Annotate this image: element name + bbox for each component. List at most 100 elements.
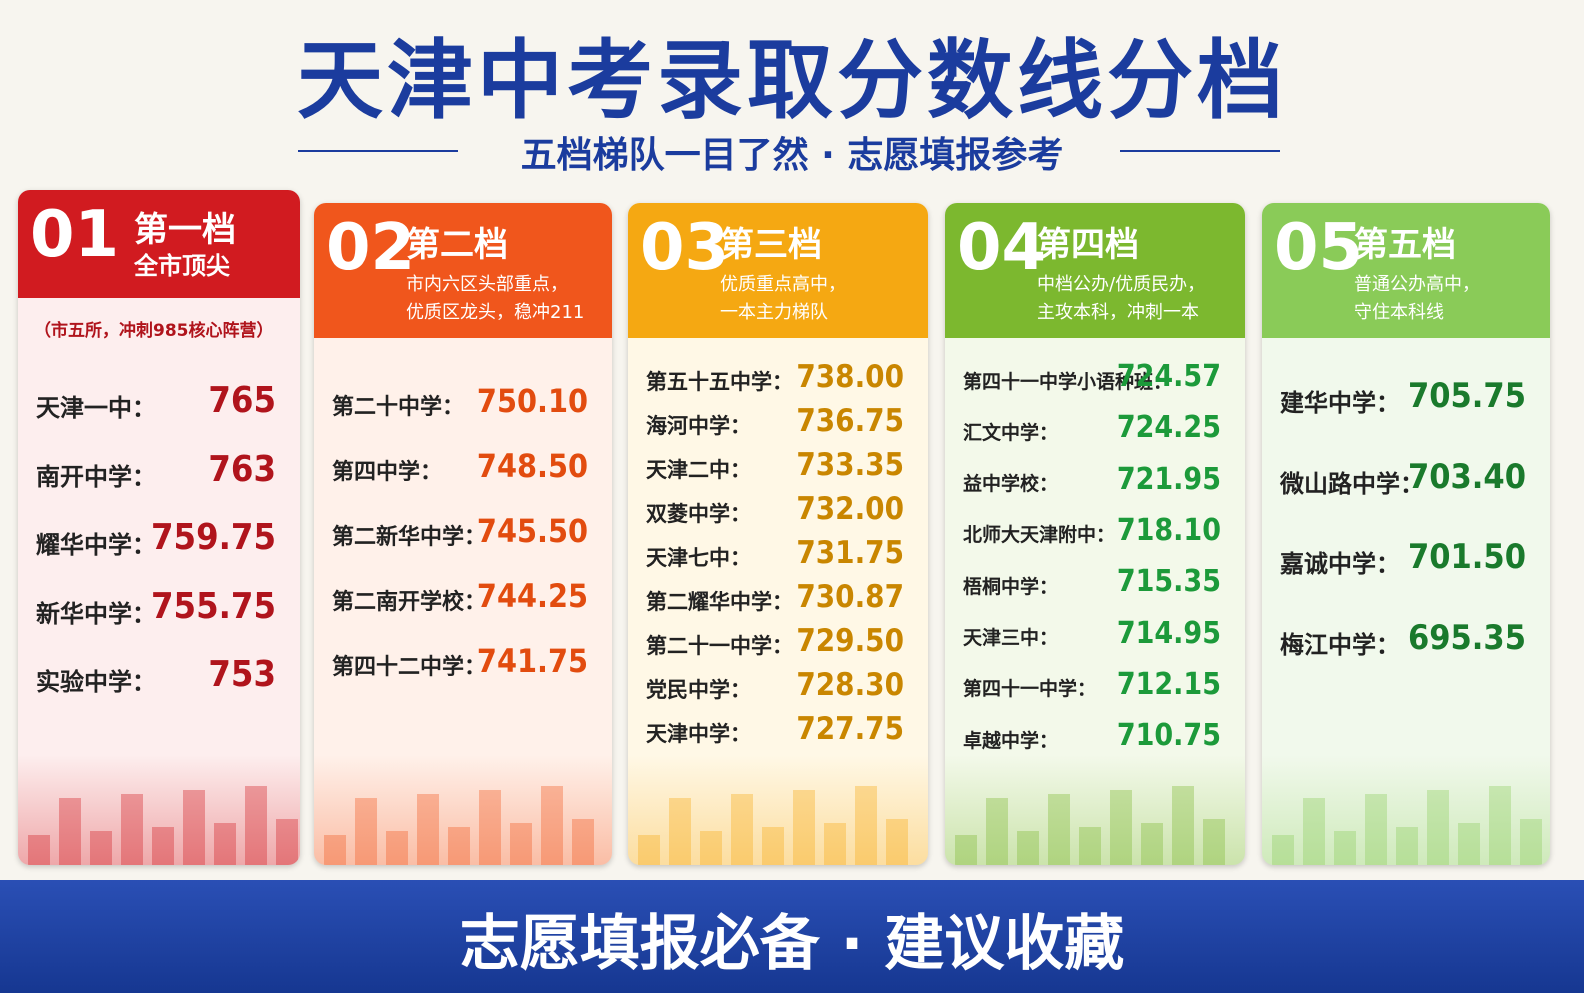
school-name: 嘉诚中学： bbox=[1280, 550, 1400, 578]
building bbox=[1520, 819, 1542, 865]
building bbox=[1458, 823, 1480, 865]
tier-header: 03 第三档 优质重点高中， 一本主力梯队 bbox=[628, 203, 928, 338]
school-row: 第四中学： 748.50 bbox=[332, 445, 598, 485]
building bbox=[541, 786, 563, 865]
tier-header: 02 第二档 市内六区头部重点， 优质区龙头，稳冲211 bbox=[314, 203, 612, 338]
school-name: 建华中学： bbox=[1280, 389, 1400, 417]
school-row: 微山路中学： 703.40 bbox=[1280, 456, 1536, 498]
school-score: 714.95 bbox=[1116, 615, 1221, 651]
school-name: 第二十一中学： bbox=[646, 633, 793, 658]
tier-card: 01 第一档 全市顶尖 （市五所，冲刺985核心阵营） 天津一中： 765 南开中学： 763… bbox=[18, 190, 300, 865]
tier-card: 03 第三档 优质重点高中， 一本主力梯队 第五十五中学： 738.00 海河中学： 736.… bbox=[628, 203, 928, 865]
school-name: 微山路中学： bbox=[1280, 469, 1424, 498]
subtitle: 五档梯队一目了然 · 志愿填报参考 bbox=[520, 135, 1064, 176]
school-row: 第二耀华中学： 730.87 bbox=[646, 576, 914, 616]
footer-band bbox=[0, 880, 1584, 993]
school-row: 梅江中学： 695.35 bbox=[1280, 617, 1536, 659]
building bbox=[572, 819, 594, 865]
school-row: 卓越中学： 710.75 bbox=[963, 715, 1231, 755]
school-name: 实验中学： bbox=[36, 668, 156, 696]
school-name: 天津一中： bbox=[36, 394, 156, 422]
tier-header: 05 第五档 普通公办高中， 守住本科线 bbox=[1262, 203, 1550, 338]
school-name: 党民中学： bbox=[646, 677, 751, 702]
building bbox=[1048, 794, 1070, 865]
school-score: 701.50 bbox=[1407, 537, 1526, 577]
building bbox=[855, 786, 877, 865]
building bbox=[479, 790, 501, 865]
school-row: 北师大天津附中： 718.10 bbox=[963, 510, 1231, 550]
building bbox=[1365, 794, 1387, 865]
building bbox=[886, 819, 908, 865]
tier-name: 第四档 bbox=[1037, 225, 1139, 265]
school-name: 耀华中学： bbox=[36, 531, 156, 559]
tier-number: 05 bbox=[1274, 211, 1364, 285]
tier-desc: 市内六区头部重点， bbox=[406, 274, 568, 295]
building bbox=[1079, 827, 1101, 865]
school-name: 第二十中学： bbox=[332, 395, 465, 420]
rule bbox=[298, 150, 458, 152]
tier-desc: 主攻本科，冲刺一本 bbox=[1037, 302, 1199, 323]
school-row: 第四十一中学： 712.15 bbox=[963, 664, 1231, 704]
school-score: 729.50 bbox=[796, 622, 904, 659]
school-score: 727.75 bbox=[796, 710, 904, 747]
school-name: 天津三中： bbox=[963, 627, 1059, 649]
building bbox=[245, 786, 267, 865]
tier-number: 04 bbox=[957, 211, 1047, 285]
skyline bbox=[945, 755, 1245, 865]
school-row: 梧桐中学： 715.35 bbox=[963, 561, 1231, 601]
school-name: 海河中学： bbox=[646, 413, 751, 438]
building bbox=[510, 823, 532, 865]
school-row: 嘉诚中学： 701.50 bbox=[1280, 536, 1536, 578]
building bbox=[324, 835, 346, 865]
school-name: 益中学校： bbox=[963, 473, 1059, 496]
school-row: 新华中学： 755.75 bbox=[36, 585, 286, 628]
building bbox=[59, 798, 81, 865]
tier-name: 第一档 bbox=[134, 210, 236, 250]
tier-number: 01 bbox=[30, 198, 120, 272]
building bbox=[276, 819, 298, 865]
school-score: 755.75 bbox=[151, 585, 276, 627]
school-score: 733.35 bbox=[796, 446, 904, 483]
school-row: 汇文中学： 724.25 bbox=[963, 407, 1231, 447]
school-score: 721.95 bbox=[1116, 461, 1221, 497]
school-name: 第二南开学校： bbox=[332, 590, 487, 615]
tier-desc: 普通公办高中， bbox=[1354, 274, 1480, 295]
school-row: 天津七中： 731.75 bbox=[646, 532, 914, 572]
school-score: 730.87 bbox=[796, 578, 904, 615]
building bbox=[214, 823, 236, 865]
tier-desc: 一本主力梯队 bbox=[720, 302, 828, 323]
school-name: 北师大天津附中： bbox=[963, 524, 1116, 547]
building bbox=[824, 823, 846, 865]
school-row: 天津二中： 733.35 bbox=[646, 444, 914, 484]
school-row: 建华中学： 705.75 bbox=[1280, 375, 1536, 417]
tier-card: 02 第二档 市内六区头部重点， 优质区龙头，稳冲211 第二十中学： 750.10 第四中… bbox=[314, 203, 612, 865]
building bbox=[731, 794, 753, 865]
school-score: 745.50 bbox=[476, 512, 588, 550]
school-row: 第四十二中学： 741.75 bbox=[332, 640, 598, 680]
school-score: 732.00 bbox=[796, 490, 904, 527]
school-row: 天津中学： 727.75 bbox=[646, 708, 914, 748]
school-name: 第四十二中学： bbox=[332, 655, 487, 680]
building bbox=[669, 798, 691, 865]
school-score: 750.10 bbox=[476, 382, 588, 420]
building bbox=[793, 790, 815, 865]
school-score: 731.75 bbox=[796, 534, 904, 571]
school-row: 党民中学： 728.30 bbox=[646, 664, 914, 704]
school-score: 718.10 bbox=[1116, 512, 1221, 548]
school-score: 728.30 bbox=[796, 666, 904, 703]
building bbox=[700, 831, 722, 865]
building bbox=[386, 831, 408, 865]
building bbox=[1203, 819, 1225, 865]
building bbox=[152, 827, 174, 865]
school-score: 738.00 bbox=[796, 358, 904, 395]
school-name: 第四中学： bbox=[332, 460, 443, 485]
school-score: 741.75 bbox=[476, 642, 588, 680]
school-name: 天津七中： bbox=[646, 545, 751, 570]
school-score: 703.40 bbox=[1407, 456, 1526, 497]
tier-desc: 优质区龙头，稳冲211 bbox=[406, 302, 585, 323]
school-name: 双菱中学： bbox=[646, 501, 751, 526]
tier-card: 04 第四档 中档公办/优质民办， 主攻本科，冲刺一本 第四十一中学小语种班： 724.5… bbox=[945, 203, 1245, 865]
school-name: 第二新华中学： bbox=[332, 525, 487, 550]
school-score: 715.35 bbox=[1116, 564, 1221, 600]
